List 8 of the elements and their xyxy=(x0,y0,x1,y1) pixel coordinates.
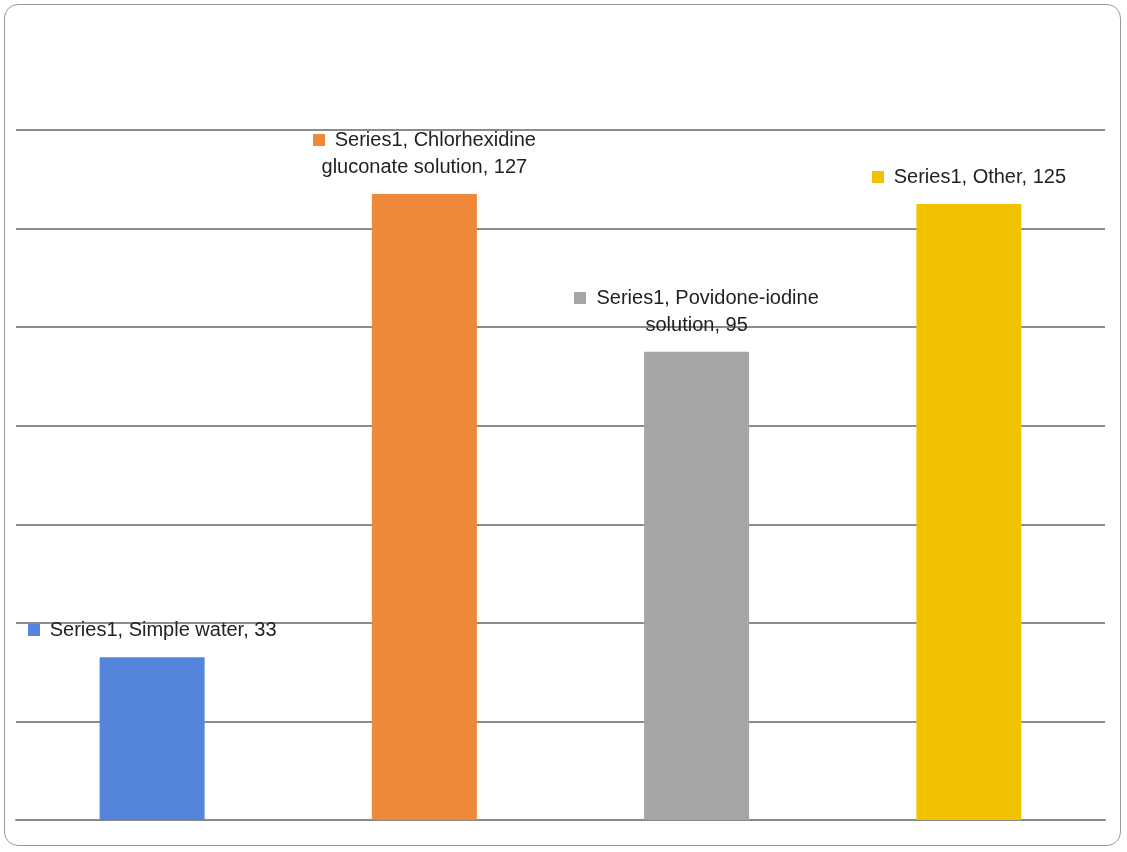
data-label: Series1, Simple water, 33 xyxy=(49,618,277,641)
data-label: Series1, Other, 125 xyxy=(893,164,1067,187)
data-label: Series1, Povidone-iodine solution, 95 xyxy=(596,285,819,335)
bar xyxy=(371,194,477,820)
bar xyxy=(99,657,205,820)
bar xyxy=(916,203,1022,820)
bar xyxy=(644,351,750,820)
data-label: Series1, Chlorhexidine gluconate solution, 127 xyxy=(321,128,536,178)
